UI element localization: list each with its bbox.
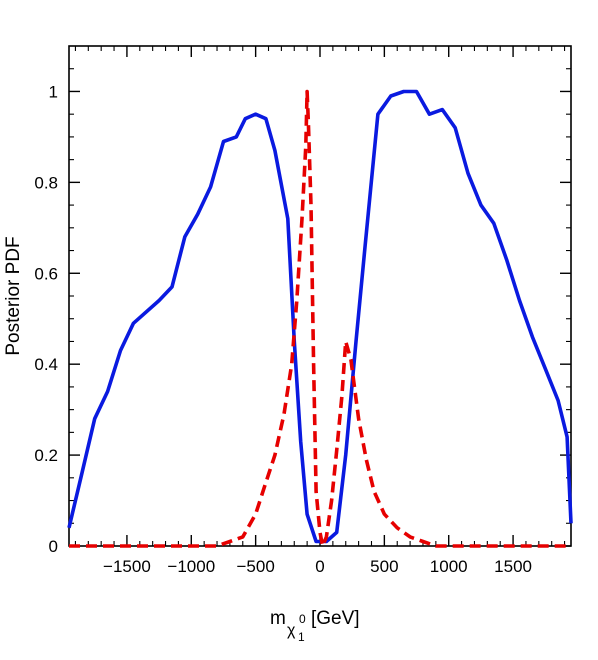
y-tick-label: 1 (49, 82, 58, 101)
y-tick-labels: 0 0.2 0.4 0.6 0.8 1 (34, 82, 58, 556)
x-axis-title-sub-subscript: 1 (298, 630, 305, 644)
x-tick-labels: −1500 −1000 −500 0 500 1000 1500 (103, 557, 532, 576)
x-tick-label: −1500 (103, 557, 151, 576)
x-axis-title-main: m (270, 608, 286, 629)
y-axis-title: Posterior PDF (3, 236, 24, 355)
x-tick-label: −1000 (167, 557, 215, 576)
x-axis-title-superscript: 0 (299, 612, 306, 626)
x-tick-label: 0 (315, 557, 324, 576)
series-dashed-red-line (69, 89, 571, 548)
x-tick-label: 1500 (494, 557, 532, 576)
x-tick-label: −500 (236, 557, 274, 576)
x-axis-title-unit: [GeV] (311, 608, 360, 629)
y-tick-label: 0.4 (34, 355, 58, 374)
x-tick-label: 1000 (430, 557, 468, 576)
series-layer (67, 89, 573, 548)
x-axis-title-subscript: χ (287, 622, 296, 639)
y-tick-label: 0.2 (34, 446, 58, 465)
y-tick-label: 0 (49, 537, 58, 556)
y-tick-label: 0.6 (34, 264, 58, 283)
x-axis-title: m χ 0 1 [GeV] (270, 608, 360, 644)
x-tick-label: 500 (370, 557, 398, 576)
y-tick-label: 0.8 (34, 173, 58, 192)
